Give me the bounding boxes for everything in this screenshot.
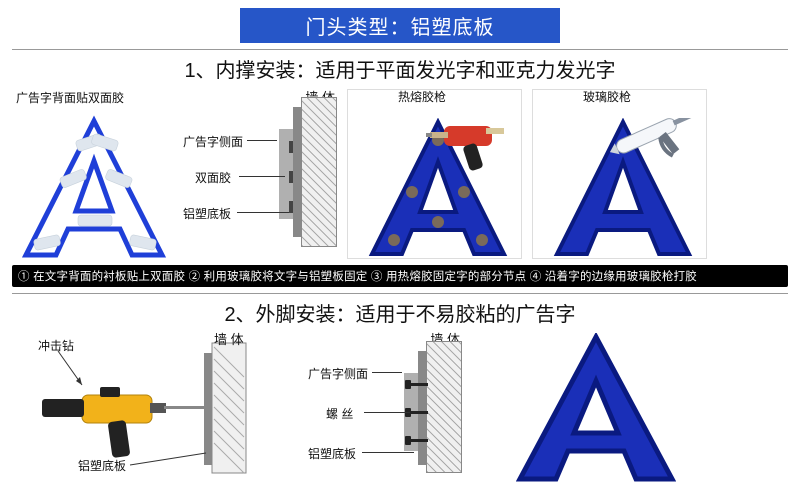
panel-caulk: 玻璃胶枪 (532, 89, 707, 259)
label-caulk: 玻璃胶枪 (583, 88, 631, 105)
wall2-l1: 广告字侧面 (308, 365, 368, 382)
letter-a-caulk (553, 118, 693, 258)
divider-mid (12, 293, 788, 294)
letter-a-hotglue (368, 118, 508, 258)
divider-top (12, 49, 788, 50)
panel-wall-section2: 墙 体 广告字侧面 螺 丝 铝塑底板 (312, 333, 462, 483)
wall2-l2: 螺 丝 (326, 405, 353, 422)
wall-l1: 广告字侧面 (183, 133, 243, 150)
panel-wall-section1: 墙 体 广告字侧面 双面胶 铝塑底板 (187, 89, 337, 259)
label-hotglue: 热熔胶枪 (398, 88, 446, 105)
panel-back-tape: 广告字背面贴双面胶 (12, 89, 177, 259)
board-icon-2 (418, 351, 426, 465)
drill-scene (12, 333, 252, 483)
letter-a-outline (22, 115, 167, 260)
label-drill-board: 铝塑底板 (78, 457, 126, 474)
wall-hatch-icon-2 (426, 341, 462, 473)
label-back-tape: 广告字背面贴双面胶 (16, 89, 124, 106)
steps-bar: ① 在文字背面的衬板贴上双面胶 ② 利用玻璃胶将文字与铝塑板固定 ③ 用热熔胶固… (12, 265, 788, 287)
panel-finished-a (512, 333, 682, 483)
section2-title: 2、外脚安装：适用于不易胶粘的广告字 (12, 298, 788, 327)
panel-hotglue: 热熔胶枪 (347, 89, 522, 259)
letter-a-finished (516, 333, 676, 483)
header-banner: 门头类型：铝塑底板 (240, 8, 560, 43)
wall-title-2a: 墙 体 (214, 329, 244, 348)
wall-l2: 双面胶 (195, 169, 231, 186)
wall-hatch-icon (301, 97, 337, 247)
wall2-l3: 铝塑底板 (308, 445, 356, 462)
section1-row: 广告字背面贴双面胶 墙 (12, 89, 788, 259)
wall-l3: 铝塑底板 (183, 205, 231, 222)
panel-drill: 冲击钻 (12, 333, 252, 483)
section2-row: 冲击钻 (12, 333, 788, 483)
board-icon (293, 107, 301, 237)
section1-title: 1、内撑安装：适用于平面发光字和亚克力发光字 (12, 54, 788, 83)
impact-drill-icon (42, 387, 204, 458)
